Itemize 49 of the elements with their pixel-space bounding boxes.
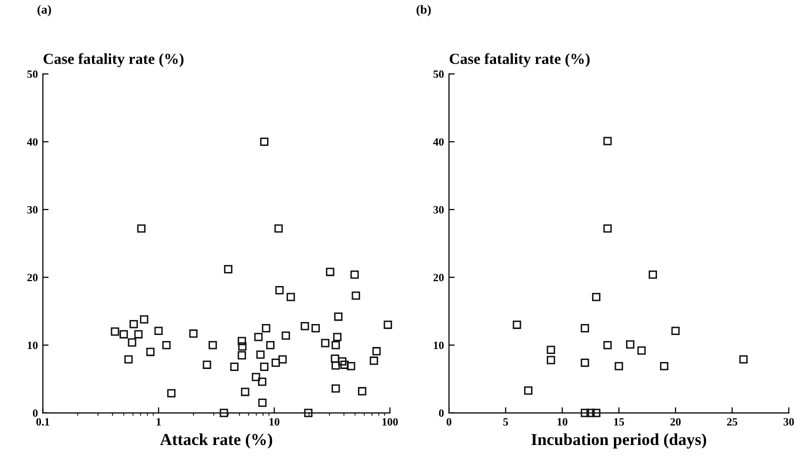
point [580, 408, 590, 418]
y-tick-label: 20 [27, 274, 38, 282]
point [660, 362, 668, 370]
point [586, 408, 595, 418]
y-tick-label: 40 [433, 138, 444, 146]
point [592, 292, 600, 302]
y-tick-label: 0 [439, 409, 444, 417]
point [580, 324, 590, 332]
x-tick-label: 0.1 [36, 418, 50, 426]
y-tick-label: 30 [27, 206, 38, 214]
x-tick-label: 0 [446, 418, 452, 426]
y-tick-label: 50 [433, 70, 444, 78]
point [671, 326, 680, 336]
point [592, 408, 600, 418]
x-tick-label: 1 [156, 418, 161, 426]
point [614, 362, 624, 370]
point [580, 358, 590, 367]
point [603, 340, 612, 350]
x-axis-title: Incubation period (days) [531, 433, 706, 449]
y-tick-label: 30 [433, 206, 444, 214]
point [739, 355, 748, 364]
point [546, 346, 556, 354]
y-tick-label: 10 [434, 342, 444, 350]
x-tick-label: 10 [270, 418, 280, 426]
x-tick-label: 30 [784, 418, 794, 426]
y-tick-label: 50 [27, 70, 38, 78]
x-tick-label: 15 [614, 418, 624, 426]
chart-title: (b) [416, 4, 431, 16]
x-tick-label: 100 [382, 418, 398, 426]
point [603, 224, 612, 233]
x-tick-label: 25 [727, 418, 738, 426]
y-tick-label: 40 [27, 138, 38, 146]
point [626, 340, 634, 349]
x-axis-title: Attack rate (%) [160, 433, 272, 449]
y-tick-label: 0 [32, 409, 38, 417]
point [524, 386, 532, 395]
y-tick-label: 10 [28, 342, 38, 350]
point [512, 320, 522, 329]
point [603, 136, 612, 146]
y-tick-label: 20 [433, 274, 444, 282]
x-tick-label: 20 [670, 418, 681, 426]
y-axis-title: Case fatality rate (%) [44, 53, 184, 68]
chart-title: (a) [38, 4, 52, 16]
point [648, 270, 658, 279]
point [637, 346, 646, 355]
point [546, 356, 556, 364]
y-axis-title: Case fatality rate (%) [450, 53, 590, 68]
x-tick-label: 5 [503, 418, 508, 426]
x-tick-label: 10 [558, 418, 568, 426]
